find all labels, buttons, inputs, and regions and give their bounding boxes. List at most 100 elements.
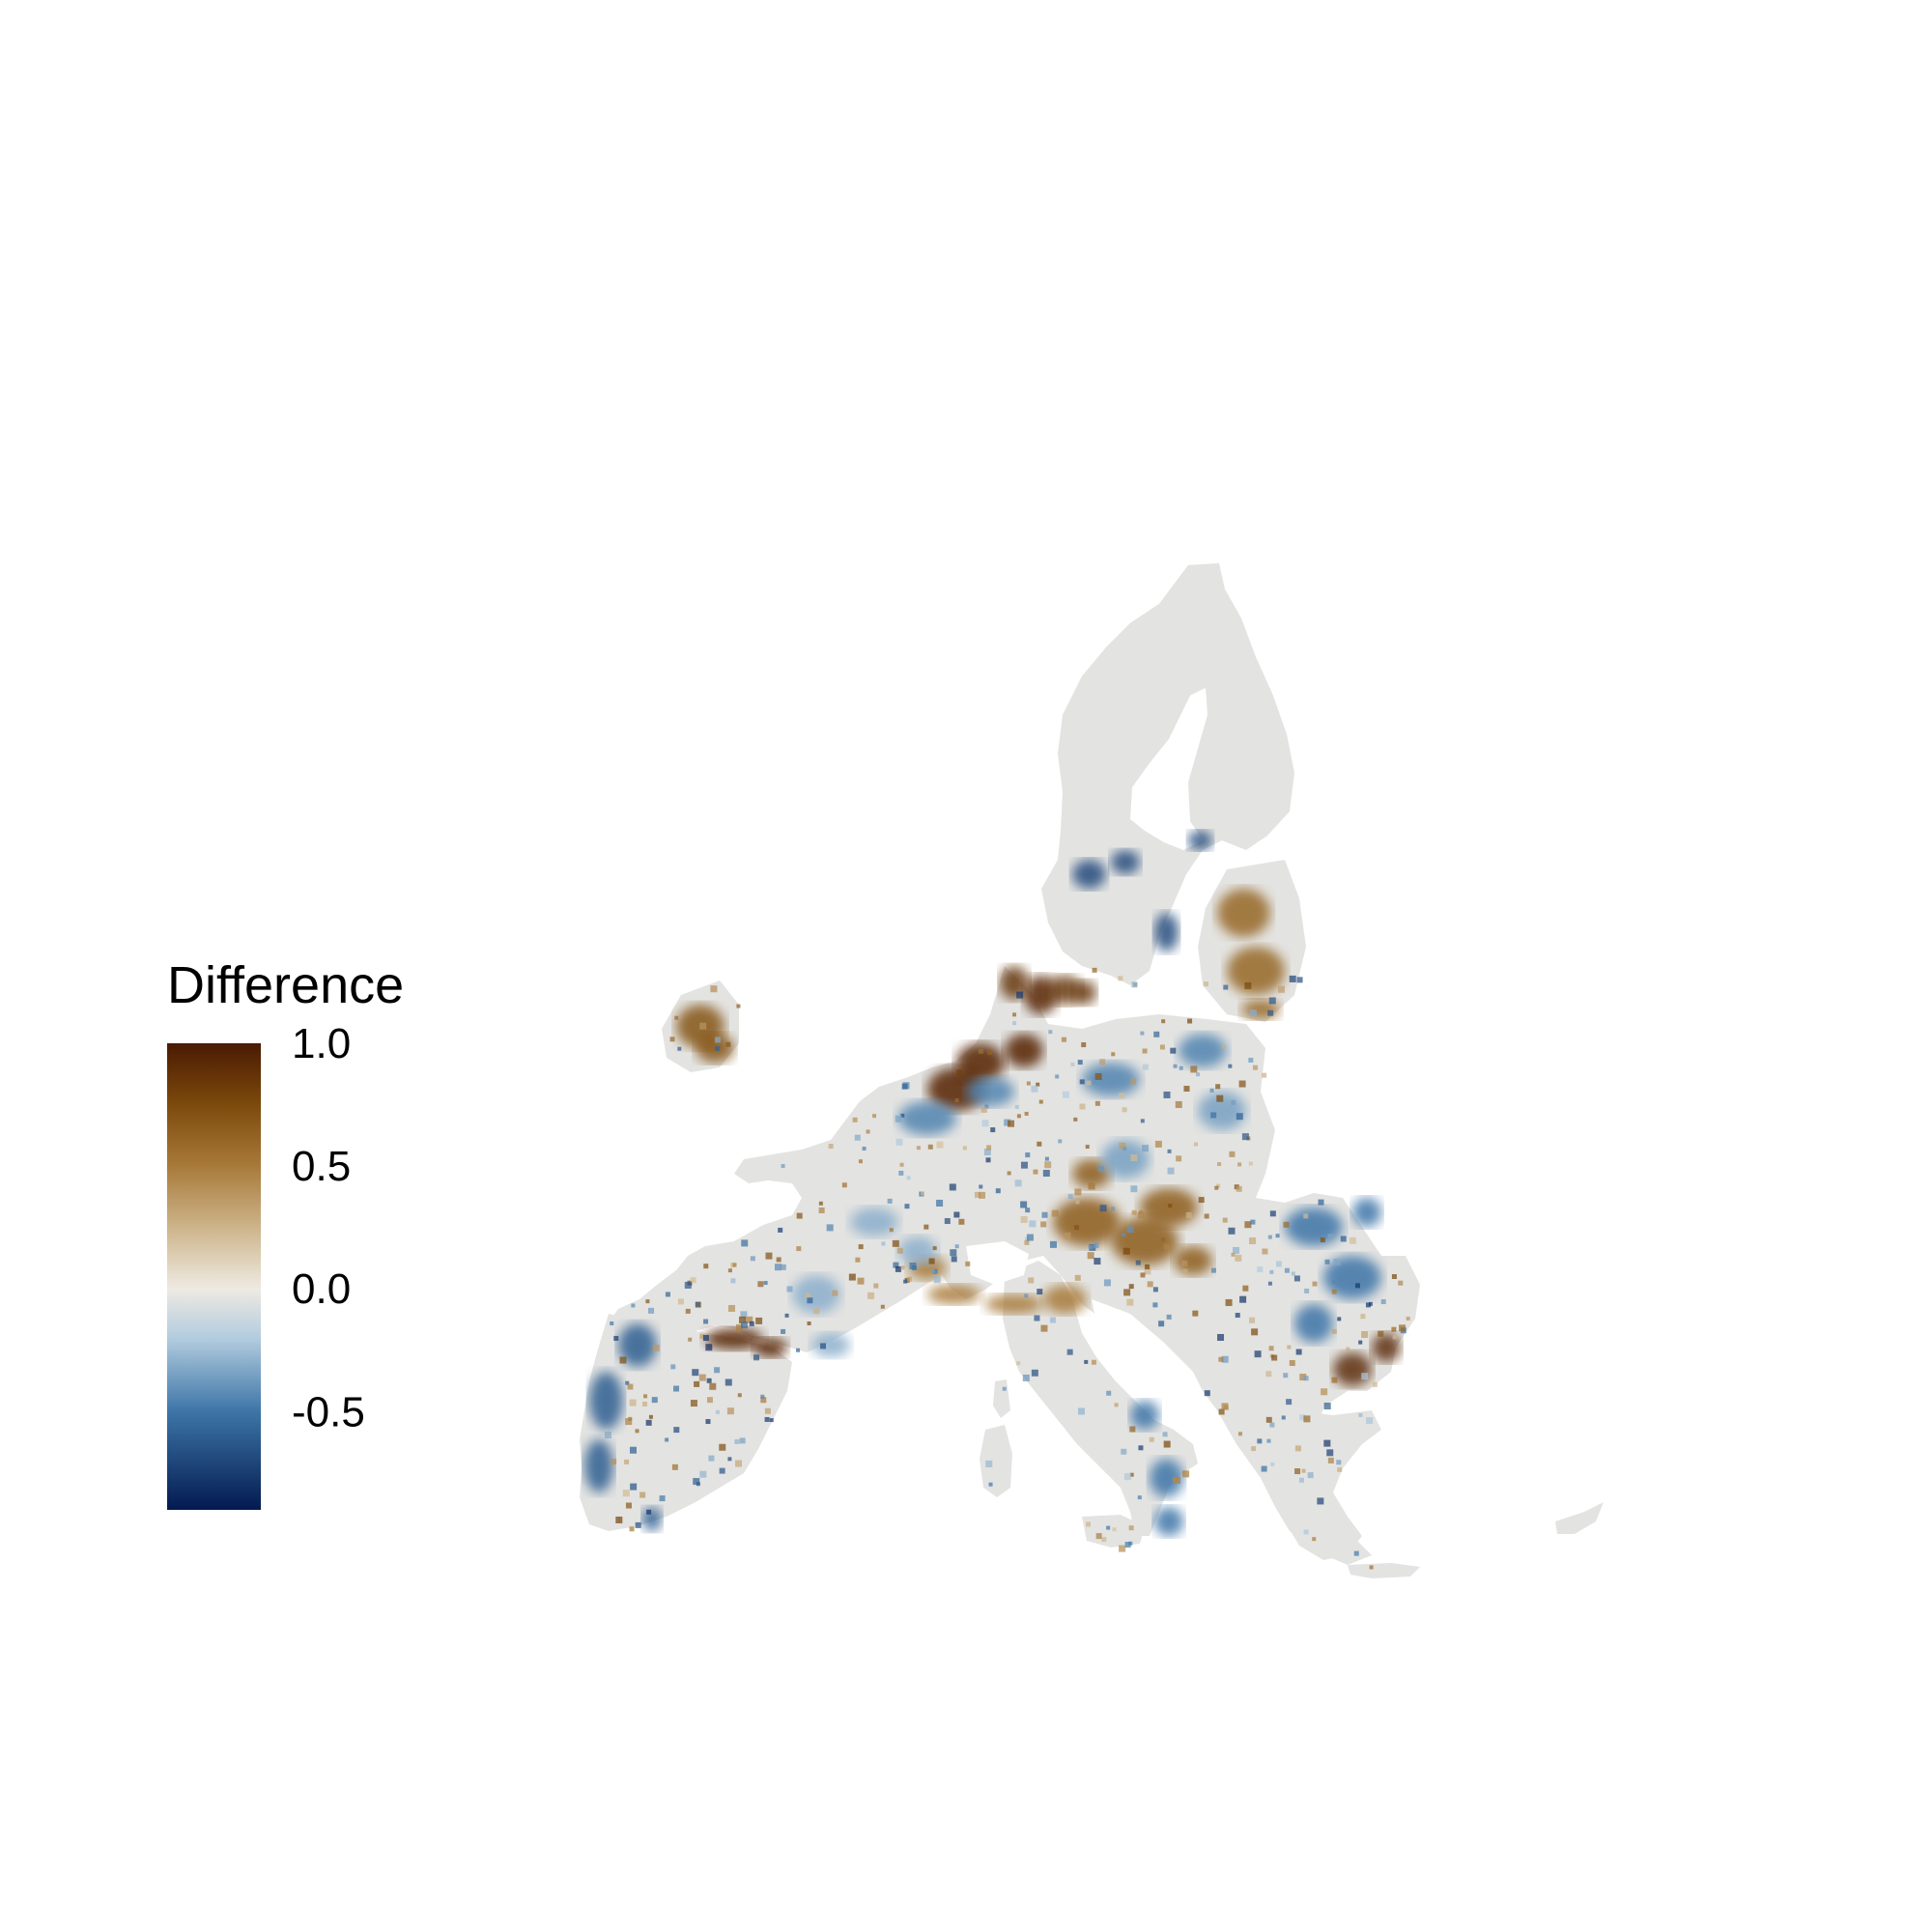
speckle-pixel: [1399, 1324, 1406, 1332]
speckle-pixel: [1249, 1009, 1257, 1017]
speckle-pixel: [1163, 1440, 1171, 1448]
speckle-pixel: [671, 1463, 678, 1470]
speckle-pixel: [1163, 1243, 1170, 1250]
speckle-pixel: [1016, 1114, 1021, 1119]
speckle-pixel: [734, 1460, 742, 1467]
speckle-pixel: [763, 1281, 768, 1286]
speckle-pixel: [765, 1252, 773, 1260]
speckle-pixel: [927, 1144, 933, 1150]
speckle-pixel: [1251, 1328, 1259, 1336]
speckle-pixel: [900, 1265, 905, 1270]
speckle-pixel: [1173, 1064, 1178, 1068]
speckle-pixel: [1036, 1082, 1040, 1087]
speckle-pixel: [1004, 1119, 1011, 1126]
speckle-pixel: [708, 1455, 715, 1462]
speckle-pixel: [898, 1170, 904, 1176]
speckle-pixel: [1217, 1162, 1222, 1167]
speckle-pixel: [990, 1127, 996, 1133]
speckle-pixel: [906, 1176, 911, 1180]
patch-brown-benelux: [956, 1043, 1005, 1082]
patch-blue-portugal: [584, 1439, 613, 1492]
speckle-pixel: [781, 1164, 785, 1169]
speckle-pixel: [1160, 1237, 1165, 1242]
speckle-pixel: [1149, 1436, 1154, 1442]
speckle-pixel: [1081, 1042, 1087, 1048]
speckle-pixel: [858, 1244, 864, 1250]
speckle-pixel: [1261, 1465, 1267, 1472]
speckle-pixel: [730, 1278, 736, 1284]
speckle-pixel: [954, 1244, 959, 1249]
speckle-pixel: [1152, 1287, 1158, 1293]
patch-blue-sweden-south: [1072, 860, 1106, 889]
speckle-pixel: [1014, 1104, 1019, 1109]
speckle-pixel: [818, 1201, 823, 1206]
speckle-pixel: [1106, 1390, 1112, 1396]
speckle-pixel: [1131, 981, 1138, 988]
speckle-pixel: [1158, 1321, 1165, 1327]
speckle-pixel: [1331, 1280, 1336, 1285]
speckle-pixel: [1044, 1156, 1049, 1161]
speckle-pixel: [665, 1292, 670, 1297]
legend-ticks: 1.0 0.5 0.0 -0.5: [292, 1020, 365, 1435]
legend-colorbar: [167, 1043, 261, 1510]
speckle-pixel: [755, 1317, 763, 1324]
speckle-pixel: [692, 1369, 699, 1377]
speckle-pixel: [1346, 1347, 1350, 1351]
speckle-pixel: [1097, 1165, 1104, 1172]
legend-tick-label: 0.5: [292, 1143, 351, 1190]
water-alps-gap: [966, 1241, 1029, 1285]
patch-brown-benelux: [1005, 1034, 1043, 1067]
speckle-pixel: [995, 1188, 1001, 1194]
speckle-pixel: [1014, 1179, 1022, 1187]
speckle-pixel: [1372, 1381, 1378, 1387]
speckle-pixel: [828, 1144, 834, 1150]
speckle-pixel: [610, 1321, 614, 1325]
speckle-pixel: [1128, 1284, 1134, 1290]
speckle-pixel: [1248, 1057, 1254, 1063]
patch-brown-baltics: [1217, 889, 1270, 937]
speckle-pixel: [857, 1277, 865, 1285]
speckle-pixel: [1378, 1330, 1384, 1337]
speckle-pixel: [1094, 1100, 1100, 1106]
speckle-pixel: [1049, 1317, 1056, 1323]
speckle-pixel: [706, 1397, 713, 1404]
speckle-pixel: [674, 1015, 679, 1020]
speckle-pixel: [1140, 1031, 1145, 1036]
speckle-pixel: [673, 1385, 680, 1392]
speckle-pixel: [703, 1319, 709, 1324]
speckle-pixel: [699, 1334, 705, 1340]
speckle-pixel: [936, 1141, 944, 1149]
patch-blue-romania: [1352, 1198, 1381, 1227]
speckle-pixel: [1238, 1080, 1246, 1088]
speckle-pixel: [805, 1293, 811, 1299]
speckle-pixel: [732, 1263, 737, 1267]
speckle-pixel: [727, 1268, 732, 1273]
speckle-pixel: [1320, 1237, 1325, 1243]
speckle-pixel: [1380, 1299, 1386, 1305]
speckle-pixel: [1024, 1111, 1029, 1116]
speckle-pixel: [627, 1383, 634, 1390]
speckle-pixel: [1122, 1233, 1126, 1237]
speckle-pixel: [1266, 1438, 1271, 1443]
speckle-pixel: [1070, 1062, 1075, 1066]
speckle-pixel: [705, 1344, 713, 1351]
speckle-pixel: [1221, 1044, 1226, 1049]
speckle-pixel: [841, 1182, 847, 1188]
speckle-pixel: [1217, 1333, 1225, 1341]
speckle-pixel: [1026, 1234, 1034, 1241]
speckle-pixel: [1182, 1470, 1190, 1478]
speckle-pixel: [920, 1191, 924, 1196]
speckle-pixel: [1087, 1252, 1094, 1260]
speckle-pixel: [1181, 1260, 1188, 1266]
speckle-pixel: [1091, 1359, 1096, 1365]
patch-blue-poland: [1101, 1140, 1150, 1179]
speckle-pixel: [1086, 1080, 1092, 1086]
speckle-pixel: [981, 1120, 989, 1127]
speckle-pixel: [1077, 1407, 1085, 1415]
speckle-pixel: [1055, 1074, 1060, 1079]
speckle-pixel: [1283, 1373, 1289, 1378]
speckle-pixel: [1012, 1012, 1017, 1017]
speckle-pixel: [1210, 1112, 1217, 1119]
speckle-pixel: [673, 1427, 680, 1434]
land-sardinia: [980, 1425, 1012, 1497]
